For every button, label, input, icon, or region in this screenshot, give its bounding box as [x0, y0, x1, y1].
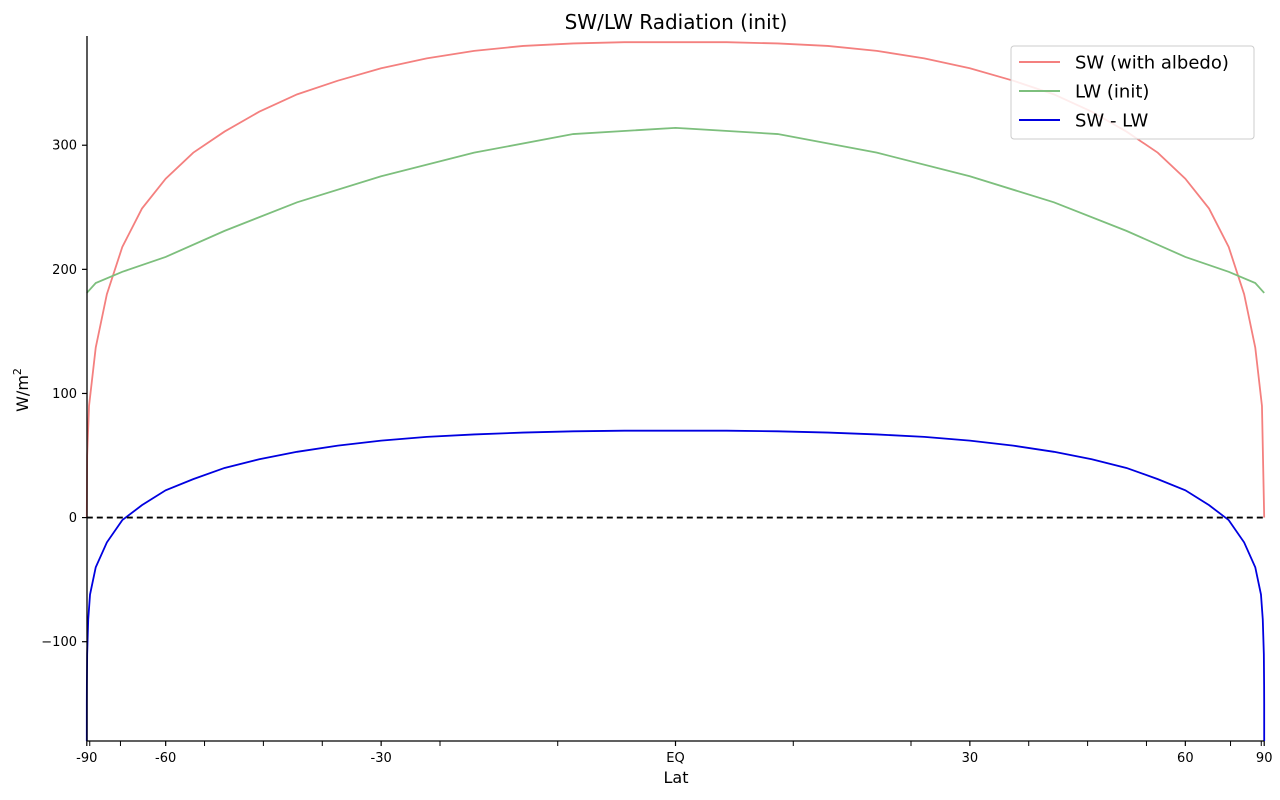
y-tick-label: 300: [52, 139, 77, 154]
y-ticks: −100 0 100 200 300: [41, 139, 87, 650]
chart-title: SW/LW Radiation (init): [565, 10, 788, 34]
x-tick-label: EQ: [666, 751, 684, 766]
y-axis-label-base: W/m: [13, 375, 32, 412]
y-tick-label: 200: [52, 263, 77, 278]
series-line-2: [86, 126, 1265, 294]
x-tick-label: 90: [1256, 751, 1273, 766]
x-tick-label: 30: [962, 751, 979, 766]
y-tick-label: 0: [69, 511, 77, 526]
series-line-3: [85, 429, 1266, 742]
x-tick-label: -60: [155, 751, 176, 766]
legend-frame: [1010, 45, 1255, 140]
legend: SW (with albedo) LW (init) SW - LW: [1010, 45, 1255, 140]
x-tick-label: -30: [371, 751, 392, 766]
series-layer: [85, 41, 1266, 742]
series-line-1: [85, 41, 1266, 518]
legend-entries: SW (with albedo) LW (init) SW - LW: [1019, 53, 1229, 132]
legend-label: LW (init): [1075, 82, 1149, 103]
legend-label: SW (with albedo): [1075, 53, 1229, 74]
x-tick-label: 60: [1177, 751, 1194, 766]
y-axis-label-superscript: 2: [11, 368, 24, 375]
y-tick-label: 100: [52, 387, 77, 402]
y-axis-label: W/m2: [11, 368, 32, 412]
x-axis-label: Lat: [664, 768, 689, 787]
y-tick-label: −100: [41, 635, 77, 650]
axes-layer: [86, 36, 1264, 742]
x-tick-label: -90: [76, 751, 97, 766]
x-ticks: -90 -60 -30 EQ 30 60 90: [76, 741, 1272, 766]
legend-label: SW - LW: [1075, 111, 1149, 132]
